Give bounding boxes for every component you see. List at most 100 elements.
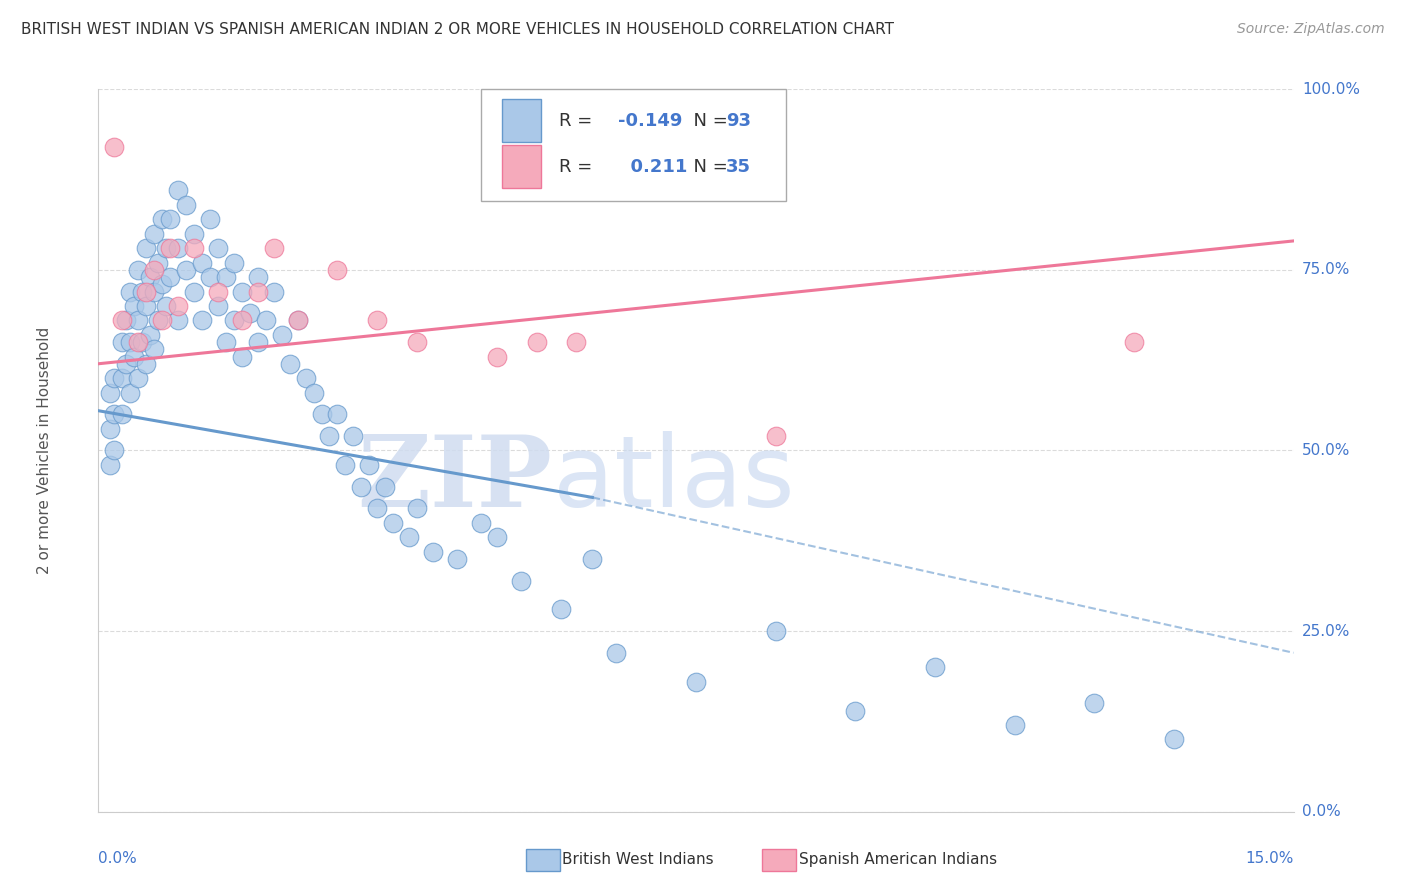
Text: R =: R = <box>558 158 598 176</box>
Point <box>148 255 170 269</box>
Point <box>278 357 301 371</box>
Point <box>183 241 205 255</box>
Point <box>526 334 548 349</box>
Point <box>924 660 946 674</box>
Point <box>263 241 285 255</box>
Point <box>131 285 153 299</box>
Point <box>302 385 325 400</box>
Point <box>148 313 170 327</box>
Point <box>124 350 146 364</box>
Point <box>1123 334 1146 349</box>
Point <box>127 262 149 277</box>
Point <box>150 277 173 292</box>
Text: atlas: atlas <box>553 431 794 528</box>
Point <box>150 313 173 327</box>
Point <box>198 212 221 227</box>
Point <box>111 313 134 327</box>
Point <box>270 327 292 342</box>
Point <box>350 480 373 494</box>
Point <box>374 480 396 494</box>
Point <box>98 458 122 472</box>
Point <box>115 357 138 371</box>
Point <box>191 255 214 269</box>
Point <box>135 285 157 299</box>
Point <box>231 313 253 327</box>
Text: -0.149: -0.149 <box>619 112 683 130</box>
Point <box>159 270 181 285</box>
Point <box>359 458 381 472</box>
Point <box>422 544 444 558</box>
Point <box>844 704 866 718</box>
Point <box>311 407 333 421</box>
Point <box>191 313 214 327</box>
Text: 75.0%: 75.0% <box>1302 262 1350 277</box>
FancyBboxPatch shape <box>481 89 786 202</box>
Point <box>215 270 238 285</box>
Text: 25.0%: 25.0% <box>1302 624 1350 639</box>
Point <box>207 241 229 255</box>
Point <box>167 299 190 313</box>
Text: 0.211: 0.211 <box>619 158 688 176</box>
Point <box>98 385 122 400</box>
Text: 2 or more Vehicles in Household: 2 or more Vehicles in Household <box>37 326 52 574</box>
Point <box>1083 696 1105 710</box>
Point <box>127 313 149 327</box>
Text: 0.0%: 0.0% <box>98 852 138 866</box>
Text: 0.0%: 0.0% <box>1302 805 1340 819</box>
Point <box>155 299 177 313</box>
Point <box>446 551 468 566</box>
Point <box>150 212 173 227</box>
Point <box>382 516 405 530</box>
Text: Spanish American Indians: Spanish American Indians <box>799 853 997 867</box>
Point <box>143 343 166 357</box>
Point <box>198 270 221 285</box>
Point <box>366 501 388 516</box>
Text: 15.0%: 15.0% <box>1246 852 1294 866</box>
FancyBboxPatch shape <box>502 99 541 142</box>
Point <box>103 140 125 154</box>
Point <box>366 313 388 327</box>
Text: British West Indians: British West Indians <box>562 853 714 867</box>
Point <box>342 429 364 443</box>
Point <box>135 357 157 371</box>
Point <box>103 443 125 458</box>
Point <box>111 407 134 421</box>
Point <box>765 429 787 443</box>
Point <box>143 285 166 299</box>
Point <box>115 313 138 327</box>
Point <box>98 422 122 436</box>
Point <box>605 646 627 660</box>
Point <box>135 299 157 313</box>
Point <box>470 516 492 530</box>
Point <box>398 530 420 544</box>
Text: R =: R = <box>558 112 598 130</box>
Point <box>139 327 162 342</box>
Point <box>287 313 309 327</box>
Text: N =: N = <box>682 112 733 130</box>
Point <box>550 602 572 616</box>
Point <box>246 270 269 285</box>
Point <box>685 674 707 689</box>
Point <box>222 313 245 327</box>
Point <box>263 285 285 299</box>
Point <box>485 350 508 364</box>
Point <box>222 255 245 269</box>
Point <box>143 227 166 241</box>
Point <box>183 227 205 241</box>
Text: N =: N = <box>682 158 733 176</box>
Point <box>246 285 269 299</box>
Point <box>318 429 340 443</box>
Point <box>326 407 349 421</box>
Text: Source: ZipAtlas.com: Source: ZipAtlas.com <box>1237 22 1385 37</box>
Text: 35: 35 <box>725 158 751 176</box>
Point <box>120 285 142 299</box>
Point <box>124 299 146 313</box>
Point <box>139 270 162 285</box>
Point <box>406 501 429 516</box>
Point <box>326 262 349 277</box>
Point <box>207 285 229 299</box>
Point <box>167 313 190 327</box>
Point <box>127 334 149 349</box>
Point <box>565 334 588 349</box>
Point <box>485 530 508 544</box>
